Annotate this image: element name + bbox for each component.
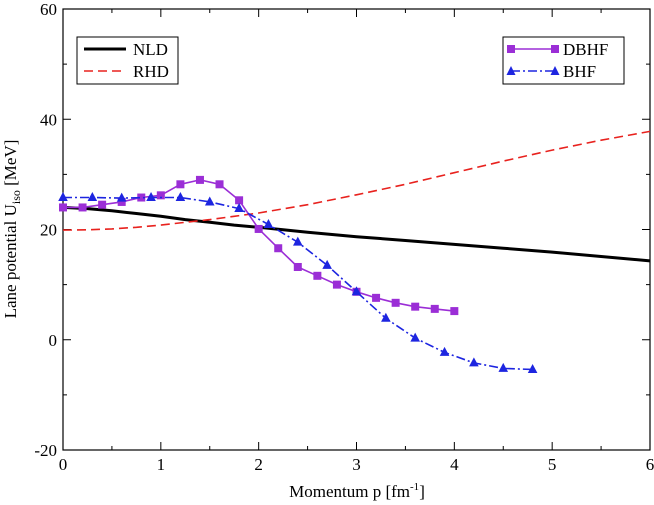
x-tick-label: 2 (254, 455, 263, 474)
data-point-dbhf (176, 180, 185, 189)
data-point-bhf (146, 192, 156, 202)
data-point-dbhf (372, 293, 381, 302)
series-layer (58, 130, 651, 374)
legend-left: NLD RHD (76, 36, 179, 85)
data-point-bhf (263, 219, 274, 229)
data-point-dbhf (450, 307, 459, 316)
legend-label-dbhf: DBHF (563, 40, 608, 59)
x-tick-label: 4 (450, 455, 459, 474)
data-point-dbhf (391, 298, 400, 307)
data-point-dbhf (156, 191, 165, 200)
data-point-dbhf (274, 244, 283, 253)
data-point-bhf (58, 192, 68, 202)
data-point-dbhf (430, 304, 439, 313)
data-point-bhf (381, 312, 391, 322)
data-point-dbhf (98, 200, 107, 209)
data-point-dbhf (332, 280, 341, 289)
y-tick-label: 0 (49, 331, 58, 350)
legend-left-box (76, 36, 179, 85)
data-point-dbhf (195, 175, 204, 184)
x-tick-label: 0 (59, 455, 68, 474)
data-point-bhf (175, 192, 186, 202)
legend-right: DBHF BHF (502, 36, 625, 85)
series-line-bhf (63, 196, 533, 371)
data-point-dbhf (313, 271, 322, 280)
y-tick-label: 20 (40, 221, 57, 240)
data-point-bhf (116, 192, 127, 202)
data-point-dbhf (235, 196, 244, 205)
data-point-bhf (293, 236, 303, 246)
legend-right-box (502, 36, 625, 85)
y-tick-label: 40 (40, 110, 57, 129)
y-tick-label: 60 (40, 0, 57, 19)
data-point-dbhf (293, 262, 302, 271)
legend-label-nld: NLD (133, 40, 168, 59)
legend-marker-bhf-1 (506, 66, 516, 75)
data-point-bhf (87, 192, 98, 202)
data-point-bhf (439, 346, 450, 356)
data-point-dbhf (137, 193, 146, 202)
data-point-dbhf (215, 180, 224, 189)
data-point-dbhf (117, 197, 126, 206)
data-point-bhf (322, 259, 332, 269)
series-line-rhd (62, 130, 651, 231)
data-point-bhf (410, 332, 420, 342)
legend-marker-bhf-2 (550, 66, 560, 75)
data-point-dbhf (411, 302, 420, 311)
series-line-nld (62, 205, 651, 263)
data-point-dbhf (78, 203, 87, 212)
data-point-bhf (498, 362, 509, 372)
legend-label-bhf: BHF (563, 62, 596, 81)
data-point-bhf (527, 364, 538, 374)
x-tick-label: 5 (548, 455, 557, 474)
x-tick-label: 6 (646, 455, 654, 474)
data-point-bhf (204, 196, 215, 206)
legend-marker-dbhf-2 (551, 45, 559, 53)
x-tick-label: 3 (352, 455, 361, 474)
legend-label-rhd: RHD (133, 62, 169, 81)
data-point-bhf (351, 286, 362, 296)
data-point-dbhf (254, 224, 263, 233)
y-axis-label: Lane potential Uiso [MeV] (1, 140, 23, 319)
x-axis-label: Momentum p [fm-1] (289, 481, 425, 501)
data-point-bhf (469, 357, 479, 367)
x-tick-label: 1 (157, 455, 166, 474)
legend-marker-dbhf-1 (507, 45, 515, 53)
axis-ticks (62, 8, 651, 451)
data-point-bhf (234, 203, 244, 213)
y-tick-label: -20 (34, 441, 57, 460)
data-point-dbhf (59, 203, 67, 212)
